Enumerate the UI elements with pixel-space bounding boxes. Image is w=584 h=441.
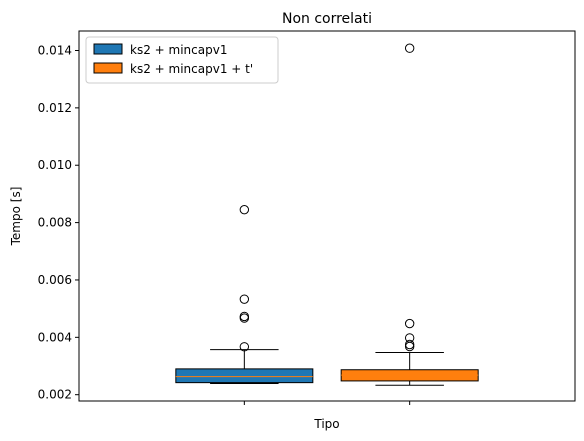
legend-label: ks2 + mincapv1 + t'	[130, 62, 253, 76]
box-1	[175, 204, 314, 385]
x-axis-label: Tipo	[313, 417, 339, 431]
y-axis-label: Tempo [s]	[9, 187, 23, 247]
box-body	[175, 368, 314, 384]
outlier-point	[404, 333, 415, 343]
outlier-point	[239, 342, 250, 352]
plot-area	[175, 43, 479, 386]
outlier-point	[404, 341, 415, 352]
legend-label: ks2 + mincapv1	[130, 43, 227, 57]
chart-title: Non correlati	[282, 11, 372, 27]
outlier-point	[404, 339, 415, 350]
y-tick-label: 0.004	[38, 330, 72, 344]
y-tick-label: 0.006	[38, 273, 72, 287]
legend-swatch	[93, 43, 123, 55]
y-tick-label: 0.014	[38, 44, 72, 58]
box-2	[340, 43, 479, 386]
x-axis	[243, 401, 411, 405]
y-tick-label: 0.008	[38, 216, 72, 230]
y-tick-label: 0.012	[38, 101, 72, 115]
legend-frame	[85, 36, 279, 84]
outlier-point	[239, 294, 250, 304]
y-tick-label: 0.010	[38, 158, 72, 172]
legend: ks2 + mincapv1 ks2 + mincapv1 + t'	[85, 36, 279, 84]
outlier-point	[239, 311, 250, 322]
axes-frame	[78, 30, 576, 402]
outlier-point	[404, 318, 415, 329]
y-axis: 0.002 0.004 0.006 0.008 0.010 0.012 0.014	[38, 44, 79, 402]
outlier-point	[404, 43, 415, 53]
y-tick-label: 0.002	[38, 388, 72, 402]
legend-swatch	[93, 62, 123, 74]
outlier-point	[239, 204, 250, 215]
